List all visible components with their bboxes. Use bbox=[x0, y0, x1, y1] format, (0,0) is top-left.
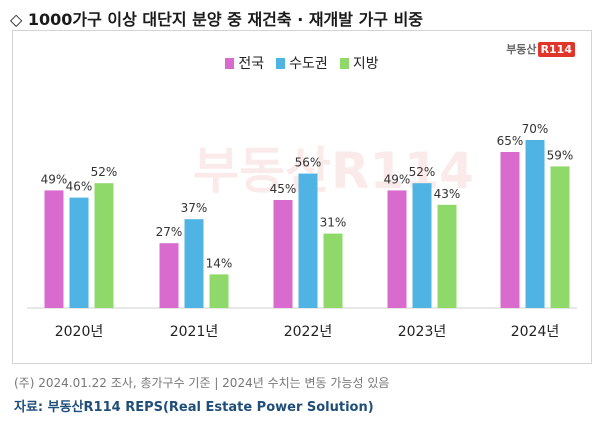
data-label: 65% bbox=[497, 134, 524, 148]
bar-수도권-2023년 bbox=[412, 183, 432, 308]
data-label: 59% bbox=[547, 148, 574, 162]
legend: 전국 수도권 지방 bbox=[13, 53, 591, 73]
bar-지방-2020년 bbox=[94, 183, 114, 308]
x-tick-label: 2023년 bbox=[398, 324, 447, 340]
x-tick-label: 2022년 bbox=[284, 324, 333, 340]
chart-panel: 부동산R114 부동산 R114 전국 수도권 지방 49% 46% 52% 2020년 27… bbox=[12, 30, 592, 364]
bar-전국-2021년 bbox=[159, 243, 179, 308]
data-label: 49% bbox=[384, 172, 411, 186]
data-label: 37% bbox=[181, 201, 208, 215]
bar-전국-2023년 bbox=[387, 190, 407, 308]
data-label: 52% bbox=[409, 165, 436, 179]
legend-label: 전국 bbox=[238, 56, 265, 72]
bar-전국-2024년 bbox=[500, 152, 520, 308]
bar-지방-2024년 bbox=[550, 166, 570, 308]
legend-item-0: 전국 bbox=[225, 53, 264, 73]
bar-수도권-2020년 bbox=[69, 197, 89, 308]
logo-badge: R114 bbox=[537, 42, 575, 57]
legend-swatch bbox=[276, 58, 286, 69]
bar-지방-2021년 bbox=[209, 274, 229, 308]
bar-전국-2022년 bbox=[273, 200, 293, 308]
footnote: (주) 2024.01.22 조사, 총가구수 기준 | 2024년 수치는 변… bbox=[14, 376, 390, 390]
x-tick-label: 2021년 bbox=[170, 324, 219, 340]
legend-label: 지방 bbox=[352, 56, 379, 72]
data-label: 49% bbox=[41, 172, 68, 186]
bar-지방-2022년 bbox=[323, 233, 343, 308]
x-tick-label: 2020년 bbox=[55, 324, 104, 340]
data-label: 27% bbox=[156, 225, 183, 239]
legend-swatch bbox=[339, 58, 349, 69]
data-label: 52% bbox=[91, 165, 118, 179]
legend-item-1: 수도권 bbox=[276, 53, 328, 73]
bar-수도권-2021년 bbox=[184, 219, 204, 308]
legend-label: 수도권 bbox=[289, 56, 328, 72]
data-label: 14% bbox=[206, 256, 233, 270]
source-note: 자료: 부동산R114 REPS(Real Estate Power Solut… bbox=[14, 400, 374, 415]
logo: 부동산 R114 bbox=[506, 41, 575, 57]
data-label: 46% bbox=[66, 180, 93, 194]
data-label: 56% bbox=[295, 156, 322, 170]
x-tick-label: 2024년 bbox=[511, 324, 560, 340]
data-label: 45% bbox=[270, 182, 297, 196]
legend-swatch bbox=[225, 58, 235, 69]
data-label: 43% bbox=[434, 187, 461, 201]
bar-수도권-2022년 bbox=[298, 173, 318, 308]
chart-title: ◇ 1000가구 이상 대단지 분양 중 재건축 · 재개발 가구 비중 bbox=[10, 10, 424, 29]
logo-text: 부동산 bbox=[506, 43, 537, 56]
bar-수도권-2024년 bbox=[525, 140, 545, 308]
legend-item-2: 지방 bbox=[339, 53, 379, 73]
data-label: 31% bbox=[320, 216, 347, 230]
bar-지방-2023년 bbox=[437, 204, 457, 308]
bar-chart: 49%46%52%2020년27%37%14%2021년45%56%31%202… bbox=[27, 122, 577, 340]
data-label: 70% bbox=[522, 122, 549, 136]
bar-전국-2020년 bbox=[44, 190, 64, 308]
